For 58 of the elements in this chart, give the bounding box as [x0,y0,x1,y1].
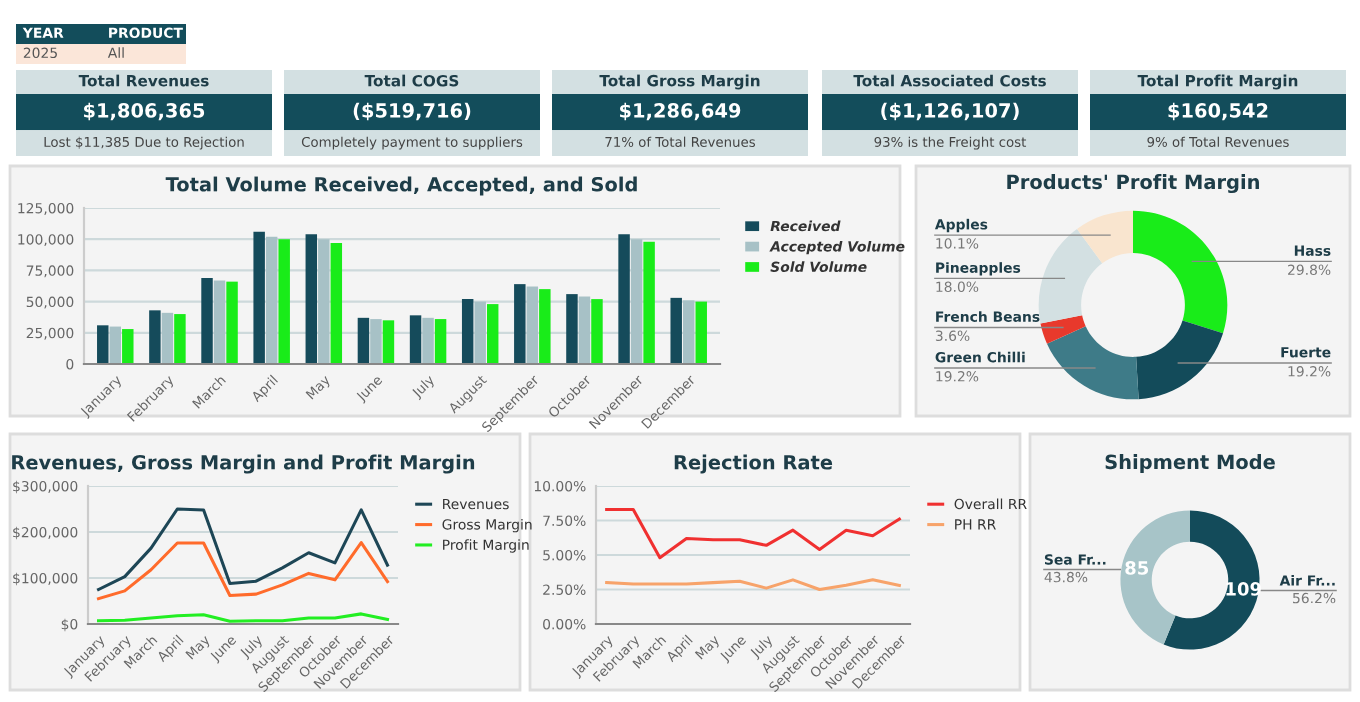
bar [434,319,447,364]
donut-slice [1120,510,1190,645]
bar [630,239,643,364]
bar [278,239,290,364]
chart-title: Shipment Mode [1105,454,1275,473]
donut-slice [1040,315,1086,344]
donut-slice [1038,229,1103,324]
donut-slice [1133,210,1228,334]
bar [149,310,161,364]
bar [409,315,422,364]
donut-slice [1136,320,1224,400]
bar [226,281,238,364]
bar [670,297,682,364]
text: $160,542 [1168,102,1268,121]
bar [97,325,109,364]
line-series [605,507,901,560]
text: ($519,716) [353,102,471,121]
donut-slice [1077,210,1133,264]
bar [265,236,278,364]
bar [566,294,578,364]
chart-title: Total Volume Received, Accepted, and Sold [165,176,637,196]
bar [382,320,395,364]
donut-slice [1046,326,1139,400]
data-label: 85 [1125,561,1149,575]
text: $1,286,649 [620,102,741,121]
bar [526,286,539,364]
bar [591,299,603,364]
chart-title: Revenues, Gross Margin and Profit Margin [12,454,475,474]
bar [539,289,551,364]
bar [474,301,486,364]
bar [578,296,591,364]
text: $1,806,365 [84,102,205,121]
bar [318,239,330,364]
bar [109,326,122,364]
bar [461,299,474,364]
bar [514,284,526,364]
bar [357,317,370,364]
line-series [96,541,390,601]
bar [618,234,630,364]
bar [213,280,226,364]
line-series [96,507,390,592]
bar [174,314,186,364]
bar [422,317,434,364]
bar [370,319,382,364]
bar [682,300,695,364]
bar [486,304,499,364]
bar [643,241,655,364]
bar [161,312,174,364]
chart-title: Products' Profit Margin [1007,174,1259,194]
bar [122,329,134,364]
donut-slice [1163,510,1260,650]
bar [201,277,213,364]
bar [253,231,265,364]
chart-title: Rejection Rate [674,454,833,474]
bar [305,234,318,364]
bar [695,301,707,364]
bar [330,242,343,364]
text: ($1,126,107) [881,102,1019,121]
